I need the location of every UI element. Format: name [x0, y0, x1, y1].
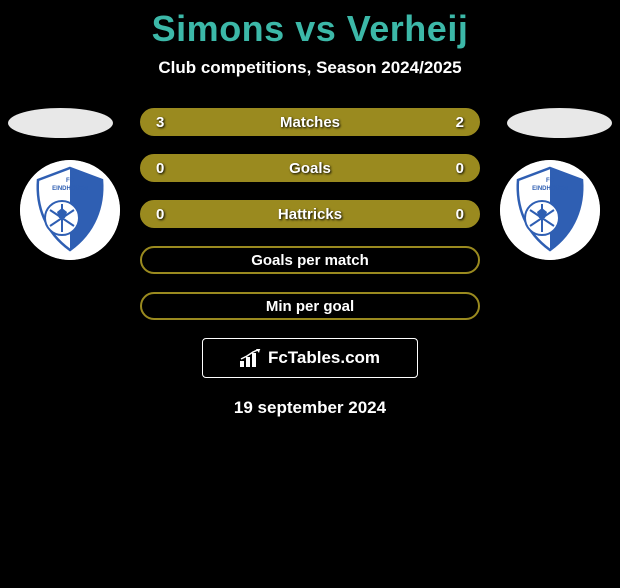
stat-row-matches: 3 Matches 2	[140, 108, 480, 136]
stat-label: Goals	[188, 160, 432, 177]
svg-text:FC: FC	[546, 178, 555, 184]
chart-icon	[240, 349, 262, 367]
stat-row-min-per-goal: Min per goal	[140, 292, 480, 320]
stat-label: Hattricks	[188, 206, 432, 223]
stat-right-value: 0	[432, 206, 464, 223]
stat-left-value: 3	[156, 114, 188, 131]
stat-row-hattricks: 0 Hattricks 0	[140, 200, 480, 228]
stat-left-value: 0	[156, 206, 188, 223]
page-subtitle: Club competitions, Season 2024/2025	[0, 58, 620, 78]
stat-label: Min per goal	[188, 298, 432, 315]
svg-text:EINDHOVEN: EINDHOVEN	[52, 186, 88, 192]
club-crest-right-icon: FC EINDHOVEN	[500, 160, 600, 260]
watermark-text: FcTables.com	[268, 348, 380, 368]
comparison-panel: FC EINDHOVEN FC EINDHOVEN 3 Matches 2 0 …	[0, 108, 620, 418]
generated-date: 19 september 2024	[0, 398, 620, 418]
stat-left-value: 0	[156, 160, 188, 177]
club-crest-left: FC EINDHOVEN	[20, 160, 120, 260]
stat-row-goals-per-match: Goals per match	[140, 246, 480, 274]
player-photo-right	[507, 108, 612, 138]
stat-label: Goals per match	[188, 252, 432, 269]
player-photo-left	[8, 108, 113, 138]
club-crest-right: FC EINDHOVEN	[500, 160, 600, 260]
svg-text:EINDHOVEN: EINDHOVEN	[532, 186, 568, 192]
stat-right-value: 0	[432, 160, 464, 177]
stat-right-value: 2	[432, 114, 464, 131]
club-crest-left-icon: FC EINDHOVEN	[20, 160, 120, 260]
page-title: Simons vs Verheij	[0, 8, 620, 50]
svg-text:FC: FC	[66, 178, 75, 184]
stat-label: Matches	[188, 114, 432, 131]
stat-row-goals: 0 Goals 0	[140, 154, 480, 182]
watermark-badge: FcTables.com	[202, 338, 418, 378]
stats-column: 3 Matches 2 0 Goals 0 0 Hattricks 0 Goal…	[140, 108, 480, 320]
